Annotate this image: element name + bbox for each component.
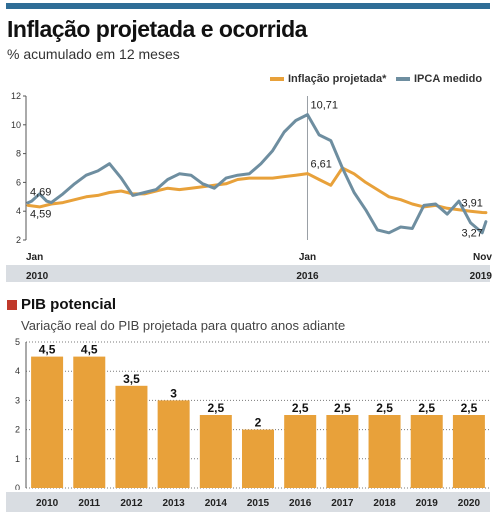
data-label: 3,27 — [461, 228, 482, 240]
bar-value-label: 3,5 — [123, 372, 140, 386]
bar-value-label: 2,5 — [418, 401, 435, 415]
bar-value-label: 2,5 — [461, 401, 478, 415]
x-tick-month: Jan — [26, 252, 43, 263]
series-line-projected — [26, 166, 488, 215]
pib-bar-chart: 0 1 2 3 4 5 4,5 4,5 3,5 3 2,5 2 2,5 2,5 2,5 2,5 2,5 — [15, 337, 490, 490]
legend-projected: Inflação projetada* — [270, 73, 386, 85]
bar-value-label: 4,5 — [39, 343, 56, 357]
bar-x-tick-label: 2016 — [289, 498, 312, 509]
data-label: 10,71 — [310, 100, 338, 112]
pib-chart-title: PIB potencial — [21, 296, 117, 313]
bar-x-tick-label: 2013 — [163, 498, 186, 509]
bar-value-label: 2,5 — [207, 401, 224, 415]
bar-x-tick-label: 2015 — [247, 498, 270, 509]
bar — [73, 356, 106, 488]
x-tick-month: Jan — [299, 252, 316, 263]
bar — [199, 415, 232, 488]
bar-x-tick-label: 2012 — [120, 498, 143, 509]
bar-y-tick-label: 0 — [15, 483, 20, 490]
bar — [242, 429, 274, 488]
bar-y-tick-label: 2 — [15, 425, 20, 435]
legend-measured: IPCA medido — [396, 73, 482, 85]
bar — [115, 385, 148, 488]
legend-measured-label: IPCA medido — [414, 73, 483, 85]
series-line-measured — [26, 113, 488, 235]
bar-value-label: 3 — [170, 386, 177, 400]
pib-section-marker — [7, 300, 17, 310]
bar — [157, 400, 190, 488]
x-tick-year: 2010 — [26, 271, 49, 282]
line-y-tick-label: 2 — [16, 235, 21, 245]
bar-y-tick-label: 3 — [15, 395, 20, 405]
x-tick-year: 2016 — [296, 271, 319, 282]
line-y-tick-label: 12 — [11, 91, 21, 101]
bar-x-tick-label: 2018 — [373, 498, 396, 509]
bar-y-tick-label: 4 — [15, 366, 20, 376]
bar-x-tick-label: 2010 — [36, 498, 59, 509]
bar-x-tick-label: 2017 — [331, 498, 354, 509]
bar-x-tick-label: 2020 — [458, 498, 481, 509]
data-label: 3,91 — [461, 197, 482, 209]
line-y-tick-label: 6 — [16, 177, 21, 187]
bar — [326, 415, 359, 488]
bar-value-label: 4,5 — [81, 343, 98, 357]
line-y-tick-label: 4 — [16, 206, 21, 216]
bar — [284, 415, 317, 488]
bar — [410, 415, 443, 488]
page-title: Inflação projetada e ocorrida — [7, 16, 307, 42]
bar-value-label: 2 — [255, 416, 262, 430]
line-chart-year-band — [6, 265, 490, 282]
line-y-tick-label: 8 — [16, 149, 21, 159]
bar-x-tick-label: 2014 — [205, 498, 228, 509]
inflation-line-chart: 2 4 6 8 10 12 4,69 4,59 10,71 6,61 3,91 3,27 — [11, 91, 488, 245]
data-label: 4,69 — [30, 186, 51, 198]
bar — [452, 415, 485, 488]
bar — [31, 356, 64, 488]
bar-y-tick-label: 1 — [15, 454, 20, 464]
x-tick-year: 2019 — [470, 271, 493, 282]
bar-x-tick-label: 2011 — [78, 498, 100, 509]
bar-chart-year-band — [6, 492, 490, 512]
bar — [368, 415, 401, 488]
bar-value-label: 2,5 — [376, 401, 393, 415]
legend-projected-label: Inflação projetada* — [288, 73, 387, 85]
legend-measured-swatch — [396, 77, 410, 82]
line-y-tick-label: 10 — [11, 120, 21, 130]
page-subtitle: % acumulado em 12 meses — [7, 46, 180, 62]
x-tick-month: Nov — [473, 252, 492, 263]
data-label: 4,59 — [30, 209, 51, 221]
top-accent-bar — [6, 3, 490, 9]
pib-bar-x-axis: 2010 2011 2012 2013 2014 2015 2016 2017 2018 2019… — [36, 498, 481, 509]
data-label: 6,61 — [310, 159, 331, 171]
bar-x-tick-label: 2019 — [416, 498, 439, 509]
bar-y-tick-label: 5 — [15, 337, 20, 347]
line-chart-x-axis: Jan 2010 Jan 2016 Nov 2019 — [26, 252, 493, 282]
legend-projected-swatch — [270, 77, 284, 82]
bar-value-label: 2,5 — [334, 401, 351, 415]
pib-chart-subtitle: Variação real do PIB projetada para quat… — [21, 318, 346, 333]
bar-value-label: 2,5 — [292, 401, 309, 415]
